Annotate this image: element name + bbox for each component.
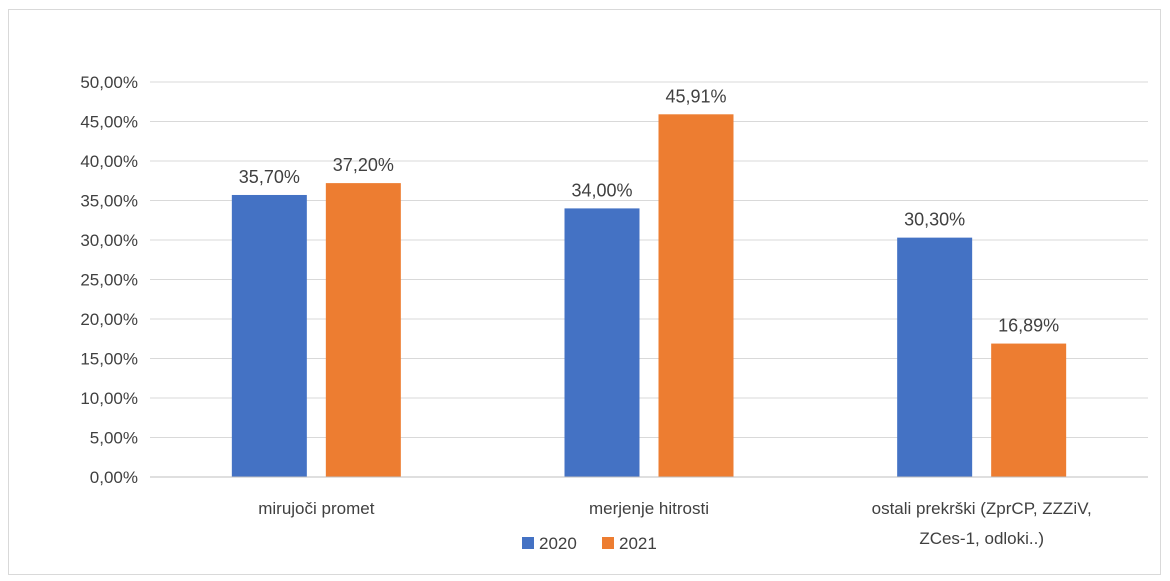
y-tick-label: 50,00% [80,73,138,92]
gridlines [150,81,1148,438]
bar-2021-2[interactable] [658,114,734,477]
legend[interactable]: 2020 2021 [522,534,657,553]
y-axis-ticks: 0,00% 5,00% 10,00% 15,00% 20,00% 25,00% 30,00%… [80,73,138,487]
legend-swatch-2020 [522,537,534,549]
data-label: 34,00% [571,180,632,200]
y-tick-label: 45,00% [80,113,138,132]
legend-label-2021[interactable]: 2021 [619,534,657,553]
data-label: 30,30% [904,210,965,230]
data-labels: 35,70% 37,20% 34,00% 45,91% 30,30% 16,89% [239,86,1059,335]
y-tick-label: 0,00% [90,468,138,487]
bar-2021-3[interactable] [991,343,1067,477]
bar-2020-1[interactable] [231,194,307,477]
category-label: ostali prekrški (ZprCP, ZZZiV, [872,499,1092,518]
bar-2020-2[interactable] [564,208,640,477]
y-tick-label: 10,00% [80,389,138,408]
bar-2020-3[interactable] [897,237,973,477]
y-tick-label: 35,00% [80,192,138,211]
data-label: 37,20% [333,155,394,175]
y-tick-label: 30,00% [80,231,138,250]
legend-swatch-2021 [602,537,614,549]
data-label: 45,91% [665,86,726,106]
data-label: 16,89% [998,316,1059,336]
y-tick-label: 25,00% [80,271,138,290]
x-axis: mirujoči promet merjenje hitrosti ostali p… [150,476,1148,548]
y-tick-label: 40,00% [80,152,138,171]
legend-label-2020[interactable]: 2020 [539,534,577,553]
category-label: mirujoči promet [258,499,374,518]
bars [231,114,1067,477]
category-label: merjenje hitrosti [589,499,709,518]
data-label: 35,70% [239,167,300,187]
y-tick-label: 20,00% [80,310,138,329]
bar-2021-1[interactable] [325,183,401,477]
category-label: ZCes-1, odloki..) [919,529,1044,548]
y-tick-label: 15,00% [80,350,138,369]
y-tick-label: 5,00% [90,429,138,448]
